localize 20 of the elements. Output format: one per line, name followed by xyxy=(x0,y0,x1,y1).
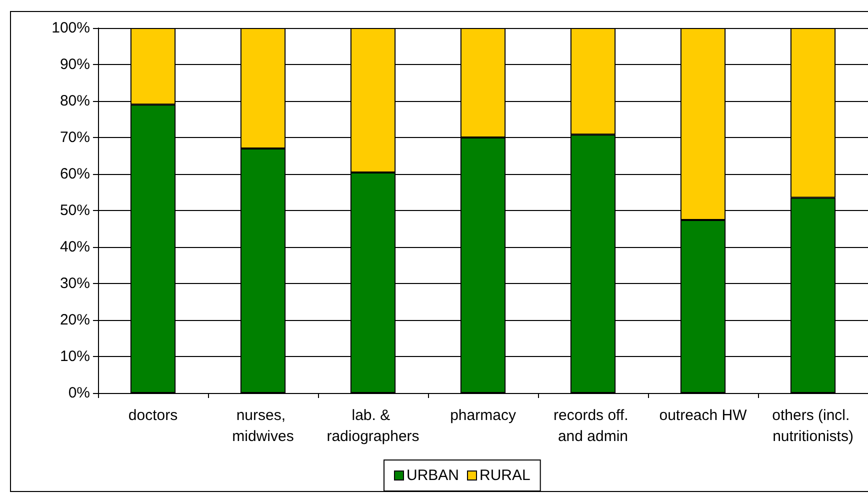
x-tick-label: others (incl. nutritionists) xyxy=(772,407,854,445)
x-tick-label: records off. and admin xyxy=(554,407,632,445)
y-tick-label: 80% xyxy=(60,92,90,110)
y-tick-label: 60% xyxy=(60,166,90,182)
y-tick-label: 0% xyxy=(68,384,90,402)
y-tick-label: 20% xyxy=(60,312,90,328)
x-tick-label: pharmacy xyxy=(450,407,516,424)
y-tick-label: 50% xyxy=(60,202,90,219)
x-tick-label: nurses, midwives xyxy=(232,407,294,445)
legend-label: RURAL xyxy=(480,467,530,484)
x-tick-label: lab. & radiographers xyxy=(326,407,420,445)
x-tick-label: doctors xyxy=(128,407,178,424)
y-tick-label: 90% xyxy=(60,56,90,73)
y-tick-label: 40% xyxy=(60,238,90,256)
y-tick-label: 100% xyxy=(52,20,90,36)
y-tick-label: 30% xyxy=(60,275,90,292)
y-tick-label: 10% xyxy=(60,348,90,365)
x-tick-label: outreach HW xyxy=(659,407,748,424)
legend-label: URBAN xyxy=(406,467,460,484)
y-tick-label: 70% xyxy=(60,129,90,146)
